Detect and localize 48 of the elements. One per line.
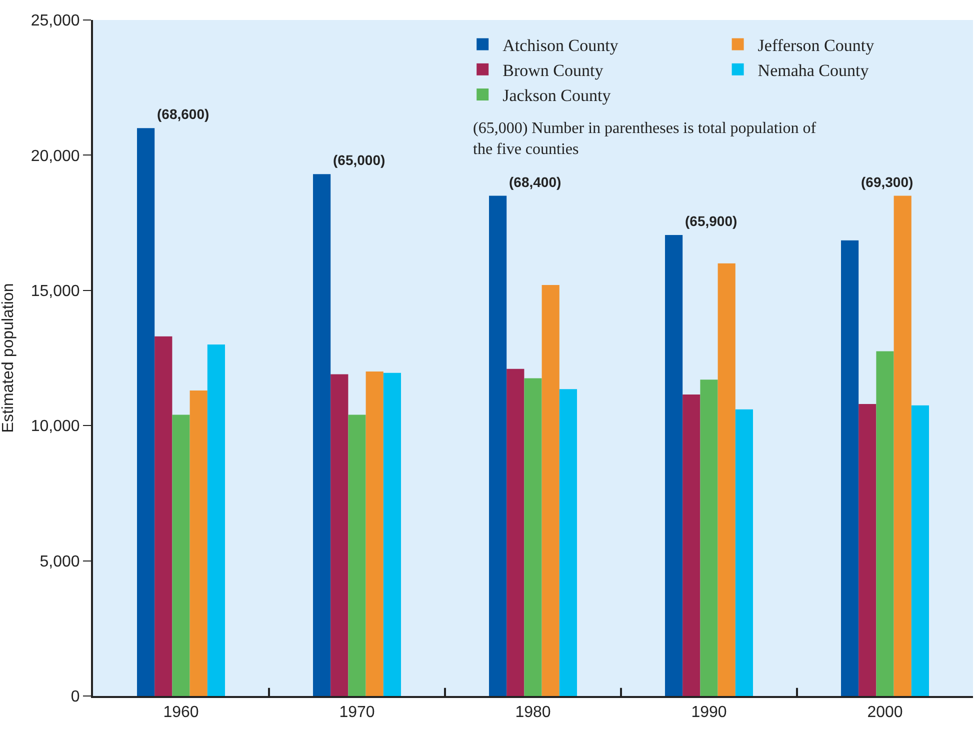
x-tick-label: 1970 (339, 704, 375, 722)
y-tick-label: 0 (70, 688, 80, 706)
annotation: (65,000) (333, 152, 386, 168)
y-tick-label: 10,000 (30, 418, 80, 436)
bar (489, 196, 507, 696)
bar (665, 234, 683, 696)
legend-label: Jackson County (502, 86, 612, 106)
bar (841, 240, 859, 696)
y-tick-label: 25,000 (30, 12, 80, 30)
x-tick-label: 2000 (867, 704, 903, 722)
bar (718, 263, 736, 696)
bar (506, 368, 524, 696)
bar (137, 128, 155, 696)
bar (190, 390, 208, 696)
bar (154, 336, 172, 696)
bar (348, 414, 366, 696)
annotation: (65,900) (685, 213, 738, 229)
bar (559, 389, 577, 696)
legend-label: Brown County (502, 61, 604, 80)
annotation: (68,600) (157, 106, 210, 122)
x-tick-label: 1960 (163, 704, 199, 722)
x-tick-label: 1990 (691, 704, 727, 722)
legend-label: Atchison County (502, 36, 619, 55)
bar (735, 409, 753, 696)
bar (894, 196, 912, 696)
annotation: (65,000) Number in parentheses is total population of the five counties (473, 120, 817, 158)
annotation: (69,300) (861, 174, 914, 190)
bar (172, 414, 190, 696)
bar (876, 351, 894, 696)
bar (524, 378, 542, 696)
bar (383, 372, 401, 696)
legend-label: Jefferson County (758, 36, 875, 55)
y-axis-title: Estimated population (0, 283, 17, 433)
bar (313, 174, 331, 696)
bar (366, 372, 384, 696)
bar (207, 344, 225, 696)
bar (911, 405, 929, 696)
bar (700, 380, 718, 696)
bar (542, 284, 560, 696)
y-tick-label: 20,000 (30, 148, 80, 165)
x-tick-label: 1980 (515, 704, 551, 722)
y-tick-label: 15,000 (30, 283, 80, 300)
y-tick-label: 5,000 (40, 553, 80, 570)
annotation: (68,400) (509, 174, 562, 190)
bar (682, 394, 700, 696)
legend-label: Nemaha County (758, 61, 870, 80)
bar (858, 404, 876, 696)
bar (330, 374, 348, 696)
